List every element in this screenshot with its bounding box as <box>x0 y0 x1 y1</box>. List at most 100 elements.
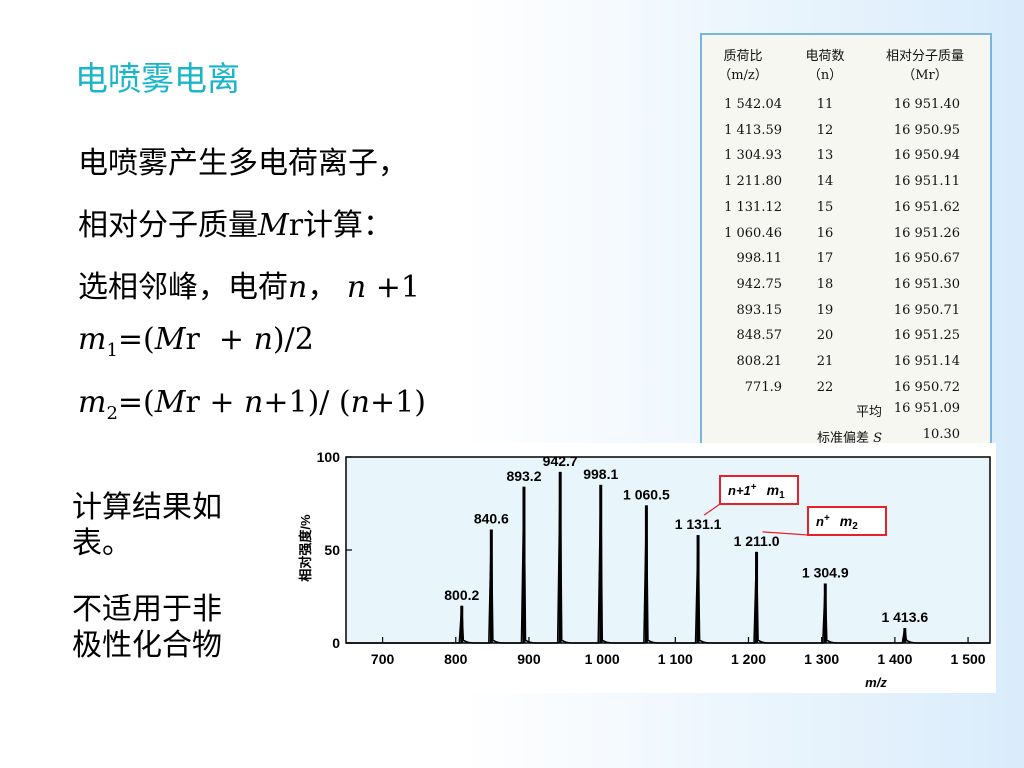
mz-cell: 893.15 <box>736 302 783 318</box>
mr-cell: 16 950.67 <box>893 251 960 267</box>
annotation-pointer <box>703 503 721 516</box>
charge-cell: 21 <box>816 354 834 369</box>
table-row: 1 131.12 15 16 951.62 <box>702 200 990 226</box>
annotation-text: n+1+ m1 <box>728 482 785 501</box>
mr-cell: 16 951.40 <box>893 97 960 112</box>
mr-cell: 16 951.62 <box>893 199 960 215</box>
header-mz: 质荷比 （m/z） <box>718 49 768 83</box>
mr-cell: 16 950.95 <box>893 122 960 138</box>
x-tick-label: 700 <box>371 651 395 667</box>
charge-cell: 17 <box>816 251 834 267</box>
table-row: 808.21 21 16 951.14 <box>702 354 990 380</box>
peak-label: 1 211.0 <box>734 533 780 549</box>
note-nonpolar: 不适用于非极性化合物 <box>72 592 222 663</box>
peak-label: 1 304.9 <box>802 564 849 580</box>
table-row: 1 211.80 14 16 951.11 <box>702 174 990 200</box>
header-mr: 相对分子质量 （Mr） <box>885 49 964 83</box>
annotation-box: n+ m2 <box>807 506 887 536</box>
mr-cell: 16 950.72 <box>893 379 960 395</box>
mz-cell: 1 060.46 <box>724 225 782 241</box>
mr-cell: 16 950.94 <box>893 148 960 164</box>
table-row-std-dev: 标准偏差 S 10.30 <box>702 427 990 453</box>
charge-cell: 12 <box>816 122 834 138</box>
text-line-mr-calc: 相对分子质量Mr计算： <box>78 208 394 243</box>
mr-cell: 16 951.26 <box>893 225 960 241</box>
mr-cell: 16 951.25 <box>893 328 960 344</box>
formula-m1: m1=(Mr + n)/2 <box>78 322 314 361</box>
x-axis-label: m/z <box>865 675 887 690</box>
peak-label: 1 413.6 <box>881 609 928 625</box>
plot-area <box>345 456 991 644</box>
table-row: 771.9 22 16 950.72 <box>702 380 990 406</box>
peak-label: 942.7 <box>543 453 578 469</box>
mass-spectrum-chart: 0 50 100 700 800 900 1 000 1 100 1 200 1 300 1 400… <box>290 443 996 693</box>
peak-label: 800.2 <box>444 587 479 603</box>
charge-cell: 18 <box>816 276 834 292</box>
charge-cell: 20 <box>816 328 834 344</box>
table-row: 1 060.46 16 16 951.26 <box>702 226 990 252</box>
annotation-pointer <box>762 531 809 536</box>
text-line-multicharge: 电喷雾产生多电荷离子， <box>78 146 408 181</box>
table-row: 848.57 20 16 951.25 <box>702 328 990 354</box>
peak-label: 893.2 <box>506 468 541 484</box>
average-label: 平均 <box>855 405 882 420</box>
peak-label: 998.1 <box>583 466 618 482</box>
y-tick-label: 100 <box>317 449 341 465</box>
table-row: 1 413.59 12 16 950.95 <box>702 123 990 149</box>
x-tick-label: 800 <box>444 651 468 667</box>
table-row: 1 304.93 13 16 950.94 <box>702 148 990 174</box>
std-dev-label: 标准偏差 S <box>816 431 882 446</box>
mz-cell: 808.21 <box>736 354 783 369</box>
y-tick-label: 0 <box>332 635 340 651</box>
annotation-box: n+1+ m1 <box>719 475 799 505</box>
mr-cell: 16 951.14 <box>893 354 960 369</box>
slide-title: 电喷雾电离 <box>75 59 240 98</box>
charge-cell: 14 <box>816 174 834 190</box>
mz-cell: 1 131.12 <box>724 199 782 215</box>
x-tick-label: 1 000 <box>585 651 620 667</box>
x-tick-label: 900 <box>517 651 541 667</box>
mr-cell: 16 950.71 <box>893 302 960 318</box>
x-tick-label: 1 500 <box>951 651 986 667</box>
x-tick-label: 1 400 <box>877 651 912 667</box>
note-results-table: 计算结果如表。 <box>72 490 222 561</box>
charge-cell: 19 <box>816 302 834 318</box>
std-dev-value: 10.30 <box>922 427 960 442</box>
x-tick-label: 1 200 <box>731 651 766 667</box>
table-row-average: 平均 16 951.09 <box>702 401 990 427</box>
peak-label: 1 131.1 <box>675 516 722 532</box>
table-row: 1 542.04 11 16 951.40 <box>702 97 990 123</box>
mr-cell: 16 951.30 <box>893 276 960 292</box>
charge-cell: 16 <box>816 225 834 241</box>
charge-cell: 13 <box>816 148 834 164</box>
mr-cell: 16 951.11 <box>893 174 960 190</box>
mz-cell: 1 413.59 <box>724 122 782 138</box>
header-charge: 电荷数 （n） <box>805 49 845 83</box>
peak-label: 1 060.5 <box>623 486 670 502</box>
y-tick-label: 50 <box>324 542 340 558</box>
mz-cell: 1 211.80 <box>724 174 782 190</box>
annotation-text: n+ m2 <box>816 513 858 532</box>
table-row: 942.75 18 16 951.30 <box>702 277 990 303</box>
mz-cell: 1 304.93 <box>724 148 782 164</box>
mass-spectrum-svg: 0 50 100 700 800 900 1 000 1 100 1 200 1 300 1 400… <box>298 449 991 690</box>
mz-cell: 771.9 <box>744 379 782 395</box>
charge-cell: 22 <box>816 379 834 395</box>
mz-cell: 1 542.04 <box>724 97 782 112</box>
peak-label: 840.6 <box>474 511 509 527</box>
mz-cell: 942.75 <box>736 276 783 292</box>
x-tick-label: 1 100 <box>658 651 693 667</box>
results-table: 质荷比 （m/z） 电荷数 （n） 相对分子质量 （Mr） 1 542.04 11 16 … <box>700 33 992 448</box>
y-axis-label: 相对强度/% <box>298 514 313 582</box>
charge-cell: 11 <box>816 97 834 112</box>
table-row: 998.11 17 16 950.67 <box>702 251 990 277</box>
text-line-adjacent-peaks: 选相邻峰，电荷n， n +1 <box>78 270 420 305</box>
mz-cell: 848.57 <box>736 328 783 344</box>
formula-m2: m2=(Mr + n+1)/ (n+1) <box>78 385 426 424</box>
average-value: 16 951.09 <box>893 401 960 416</box>
charge-cell: 15 <box>816 199 834 215</box>
x-tick-label: 1 300 <box>804 651 839 667</box>
spectrum-trace <box>346 471 990 644</box>
table-row: 893.15 19 16 950.71 <box>702 303 990 329</box>
mz-cell: 998.11 <box>736 251 783 267</box>
